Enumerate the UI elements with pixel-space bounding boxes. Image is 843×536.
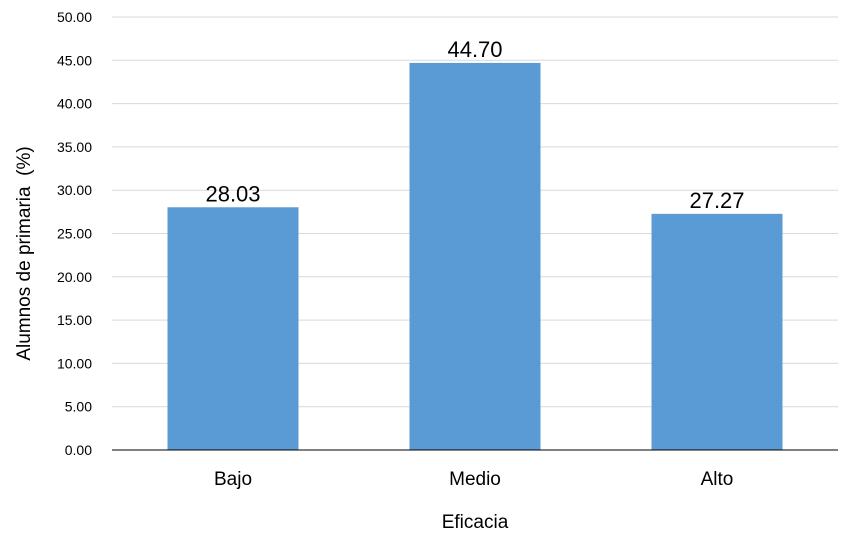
y-tick-label: 50.00 (57, 9, 92, 25)
bar-bajo (167, 207, 299, 450)
y-tick-label: 10.00 (57, 355, 92, 371)
data-label-alto: 27.27 (689, 188, 744, 213)
y-tick-label: 0.00 (65, 442, 92, 458)
bar-medio (409, 62, 541, 450)
x-tick-label-bajo: Bajo (214, 469, 252, 490)
data-labels: 28.03 44.70 27.27 (205, 37, 744, 213)
y-tick-label: 15.00 (57, 312, 92, 328)
y-tick-label: 30.00 (57, 182, 92, 198)
data-label-bajo: 28.03 (205, 181, 260, 206)
y-axis-title: Alumnos de primaria (%) (14, 146, 35, 360)
data-label-medio: 44.70 (447, 37, 502, 62)
y-tick-label: 5.00 (65, 399, 92, 415)
y-tick-label: 40.00 (57, 96, 92, 112)
x-axis-ticks: Bajo Medio Alto (214, 469, 733, 490)
x-tick-label-alto: Alto (701, 469, 734, 490)
bar-alto (651, 213, 783, 450)
x-tick-label-medio: Medio (449, 469, 501, 490)
y-tick-label: 20.00 (57, 269, 92, 285)
y-axis-ticks: 0.00 5.00 10.00 15.00 20.00 25.00 30.00 35.00 40… (57, 9, 92, 458)
x-axis-title: Eficacia (442, 512, 509, 533)
y-tick-label: 35.00 (57, 139, 92, 155)
y-tick-label: 25.00 (57, 226, 92, 242)
y-tick-label: 45.00 (57, 52, 92, 68)
bars (167, 62, 783, 450)
